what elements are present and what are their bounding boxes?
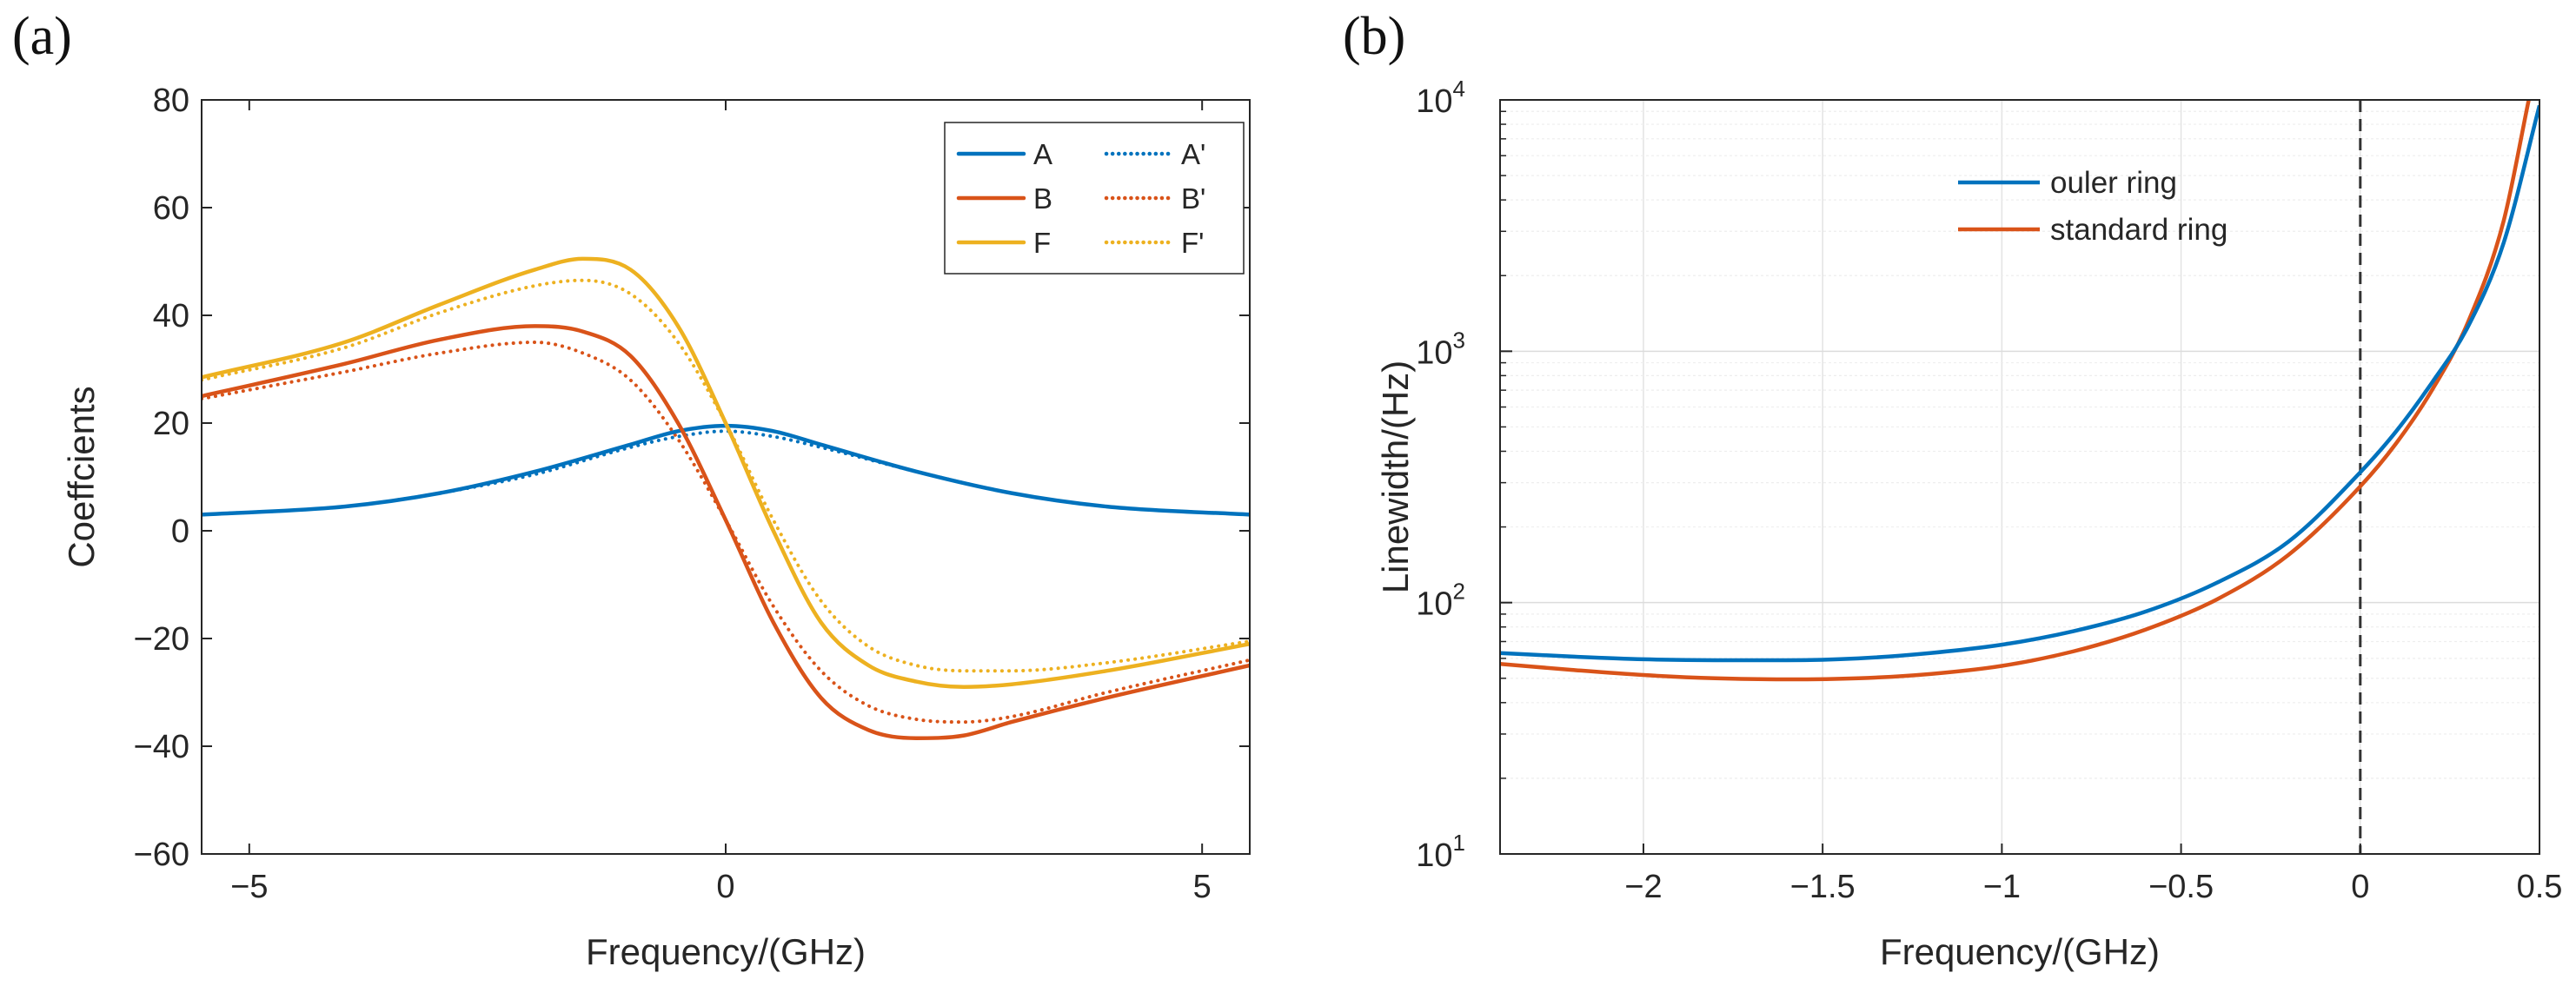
series-line-a (202, 423, 1250, 517)
x-tick-label: 5 (1193, 869, 1212, 905)
y-tick-label: 40 (153, 298, 189, 334)
series-line-a-prime (202, 429, 1250, 517)
y-tick-label: 60 (153, 190, 189, 227)
legend-label-f-prime: F' (1181, 227, 1204, 259)
y-tick-label: 103 (1416, 327, 1465, 371)
panel-a-y-axis-label: Coeffcients (61, 386, 102, 567)
y-tick-label: 80 (153, 83, 189, 119)
panel-b-grid (1500, 100, 2540, 855)
panel-a-ticks: −5 0 5 −60 −40 −20 0 20 40 60 80 (134, 83, 1250, 905)
panel-b-legend: ouler ring standard ring (1958, 166, 2227, 247)
x-tick-label: −0.5 (2148, 869, 2214, 905)
y-tick-label: −20 (134, 621, 189, 658)
x-tick-label: −1 (1983, 869, 2021, 905)
x-tick-label: 0.5 (2517, 869, 2563, 905)
series-line-f (202, 256, 1250, 690)
panel-a: (a) −5 0 5 −60 −40 −20 0 20 40 60 80 Frequency/(GH… (12, 7, 1251, 972)
legend-label-b: B (1033, 182, 1052, 215)
legend-label-a-prime: A' (1181, 138, 1205, 170)
x-tick-label: −5 (230, 869, 268, 905)
panel-a-series (202, 256, 1250, 740)
panel-a-legend: ABF A' B' F' (944, 122, 1245, 275)
series-line-standard-ring (1500, 100, 2531, 682)
y-tick-label: 0 (171, 513, 189, 550)
series-line-b (202, 324, 1250, 740)
legend-label-ouler-ring: ouler ring (2050, 166, 2177, 200)
y-tick-label: 104 (1416, 76, 1465, 120)
y-tick-label: 102 (1416, 579, 1465, 623)
panel-b: (b) −2 −1.5 −1 −0.5 0 0.5 101 102 103 104 Frequen… (1343, 7, 2562, 972)
panel-a-label: (a) (12, 7, 72, 66)
x-tick-label: −2 (1624, 869, 1662, 905)
panel-b-series (1500, 100, 2539, 854)
panel-b-plot-frame (1499, 99, 2540, 855)
x-tick-label: 0 (716, 869, 734, 905)
panel-b-ticks: −2 −1.5 −1 −0.5 0 0.5 101 102 103 104 (1416, 76, 2562, 905)
series-line-ouler-ring (1500, 104, 2539, 663)
legend-label-f: F (1033, 227, 1051, 259)
legend-label-b-prime: B' (1181, 182, 1205, 215)
y-tick-label: −40 (134, 729, 189, 765)
panel-b-x-axis-label: Frequency/(GHz) (1880, 931, 2160, 972)
x-tick-label: −1.5 (1790, 869, 1856, 905)
x-tick-label: 0 (2351, 869, 2369, 905)
y-tick-label: 101 (1416, 830, 1465, 874)
legend-label-standard-ring: standard ring (2050, 213, 2227, 247)
panel-b-y-axis-label: Linewidth/(Hz) (1375, 361, 1416, 593)
legend-label-a: A (1033, 138, 1052, 170)
y-tick-label: 20 (153, 406, 189, 442)
panel-a-x-axis-label: Frequency/(GHz) (586, 931, 866, 972)
panel-b-label: (b) (1343, 7, 1405, 66)
y-tick-label: −60 (134, 837, 189, 873)
